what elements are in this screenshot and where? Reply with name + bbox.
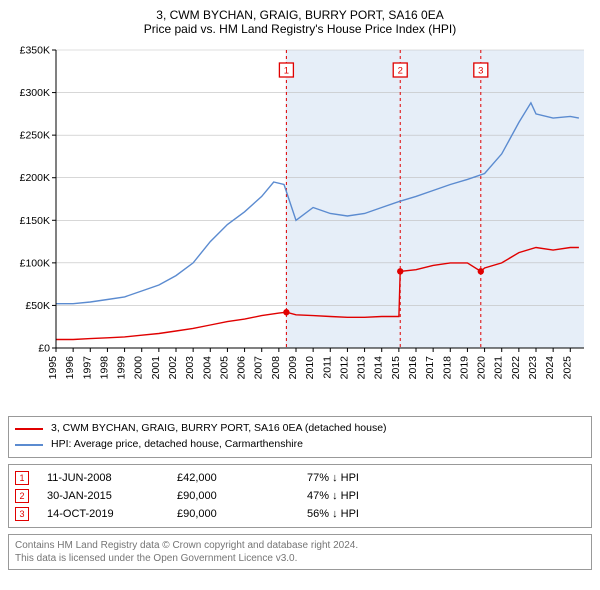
title-line-1: 3, CWM BYCHAN, GRAIG, BURRY PORT, SA16 0… bbox=[8, 8, 592, 22]
legend-label: HPI: Average price, detached house, Carm… bbox=[51, 437, 303, 453]
x-tick-label: 2014 bbox=[373, 356, 385, 380]
sale-marker-number: 3 bbox=[478, 66, 483, 77]
y-tick-label: £150K bbox=[20, 215, 50, 227]
legend-label: 3, CWM BYCHAN, GRAIG, BURRY PORT, SA16 0… bbox=[51, 421, 387, 437]
x-tick-label: 2003 bbox=[184, 356, 196, 380]
sale-row-marker: 2 bbox=[15, 489, 29, 503]
footnote-line-1: Contains HM Land Registry data © Crown c… bbox=[15, 539, 585, 552]
y-tick-label: £200K bbox=[20, 172, 50, 184]
x-tick-label: 2011 bbox=[321, 356, 333, 379]
sales-table: 1 11-JUN-2008£42,00077% ↓ HPI 2 30-JAN-2015… bbox=[8, 464, 592, 528]
x-tick-label: 2022 bbox=[510, 356, 522, 380]
x-tick-label: 1995 bbox=[47, 356, 59, 380]
sale-row: 1 11-JUN-2008£42,00077% ↓ HPI bbox=[15, 469, 585, 487]
chart-title-block: 3, CWM BYCHAN, GRAIG, BURRY PORT, SA16 0… bbox=[8, 8, 592, 36]
x-tick-label: 2020 bbox=[476, 356, 488, 380]
x-tick-label: 2008 bbox=[270, 356, 282, 380]
x-tick-label: 2018 bbox=[441, 356, 453, 380]
x-tick-label: 1998 bbox=[98, 356, 110, 380]
y-tick-label: £100K bbox=[20, 257, 50, 269]
x-tick-label: 2017 bbox=[424, 356, 436, 380]
y-tick-label: £250K bbox=[20, 130, 50, 142]
sale-diff: 56% ↓ HPI bbox=[307, 508, 585, 520]
x-tick-label: 2019 bbox=[458, 356, 470, 380]
sale-diff: 47% ↓ HPI bbox=[307, 490, 585, 502]
footnote-line-2: This data is licensed under the Open Gov… bbox=[15, 552, 585, 565]
y-tick-label: £300K bbox=[20, 87, 50, 99]
x-tick-label: 1996 bbox=[64, 356, 76, 380]
x-tick-label: 2005 bbox=[218, 356, 230, 380]
legend-row: 3, CWM BYCHAN, GRAIG, BURRY PORT, SA16 0… bbox=[15, 421, 585, 437]
x-tick-label: 2001 bbox=[150, 356, 162, 380]
x-tick-label: 2000 bbox=[133, 356, 145, 380]
sale-row-marker: 1 bbox=[15, 471, 29, 485]
x-tick-label: 2007 bbox=[253, 356, 265, 380]
x-tick-label: 1999 bbox=[116, 356, 128, 380]
sale-price: £90,000 bbox=[177, 490, 307, 502]
x-tick-label: 2023 bbox=[527, 356, 539, 380]
title-line-2: Price paid vs. HM Land Registry's House … bbox=[8, 22, 592, 36]
x-tick-label: 2016 bbox=[407, 356, 419, 380]
x-tick-label: 1997 bbox=[81, 356, 93, 380]
x-tick-label: 2010 bbox=[304, 356, 316, 380]
legend: 3, CWM BYCHAN, GRAIG, BURRY PORT, SA16 0… bbox=[8, 416, 592, 458]
x-tick-label: 2021 bbox=[493, 356, 505, 380]
sale-diff: 77% ↓ HPI bbox=[307, 472, 585, 484]
y-tick-label: £0 bbox=[38, 343, 50, 355]
x-tick-label: 2002 bbox=[167, 356, 179, 380]
price-chart: £0 £50K £100K £150K £200K £250K £300K £350K 1995… bbox=[8, 40, 592, 410]
x-tick-label: 2015 bbox=[390, 356, 402, 380]
x-tick-label: 2006 bbox=[236, 356, 248, 380]
legend-swatch bbox=[15, 444, 43, 446]
legend-row: HPI: Average price, detached house, Carm… bbox=[15, 437, 585, 453]
x-tick-label: 2025 bbox=[561, 356, 573, 380]
x-tick-label: 2024 bbox=[544, 356, 556, 380]
footnote: Contains HM Land Registry data © Crown c… bbox=[8, 534, 592, 570]
sale-date: 11-JUN-2008 bbox=[47, 472, 177, 484]
sale-row-marker: 3 bbox=[15, 507, 29, 521]
x-tick-label: 2004 bbox=[201, 356, 213, 380]
x-tick-label: 2012 bbox=[338, 356, 350, 380]
sale-price: £42,000 bbox=[177, 472, 307, 484]
legend-swatch bbox=[15, 428, 43, 430]
x-tick-label: 2009 bbox=[287, 356, 299, 380]
sale-marker-number: 2 bbox=[398, 66, 403, 77]
sale-date: 30-JAN-2015 bbox=[47, 490, 177, 502]
sale-row: 2 30-JAN-2015£90,00047% ↓ HPI bbox=[15, 487, 585, 505]
y-tick-label: £350K bbox=[20, 45, 50, 57]
chart-svg: £0 £50K £100K £150K £200K £250K £300K £350K 1995… bbox=[8, 40, 592, 410]
x-tick-label: 2013 bbox=[356, 356, 368, 380]
sale-row: 3 14-OCT-2019£90,00056% ↓ HPI bbox=[15, 505, 585, 523]
sale-date: 14-OCT-2019 bbox=[47, 508, 177, 520]
y-tick-label: £50K bbox=[25, 300, 50, 312]
sale-price: £90,000 bbox=[177, 508, 307, 520]
sale-marker-number: 1 bbox=[284, 66, 289, 77]
